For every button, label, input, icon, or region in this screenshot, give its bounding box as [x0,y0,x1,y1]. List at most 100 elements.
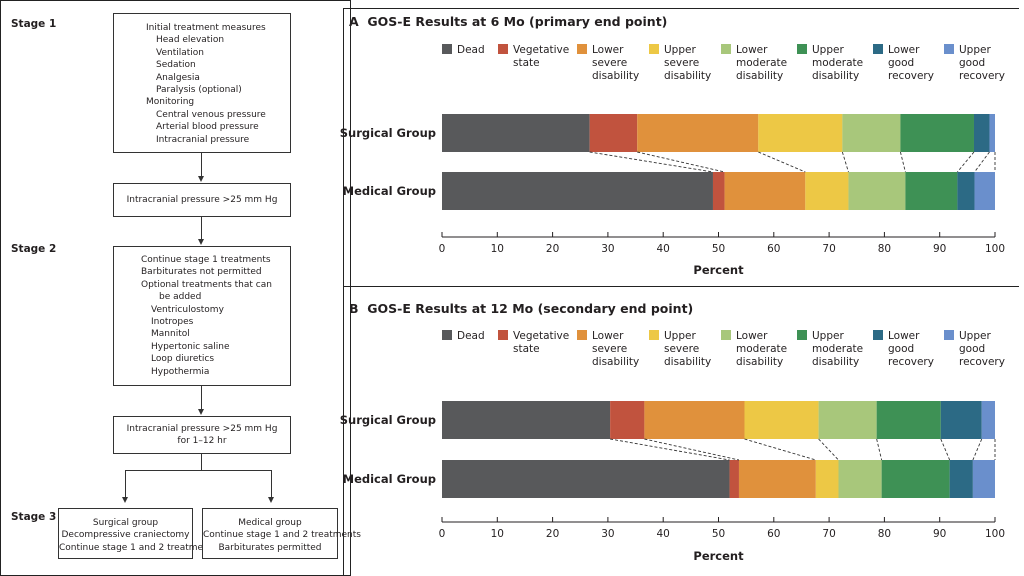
stage2-line: Continue stage 1 treatments [141,255,271,265]
arrow-head [198,176,204,182]
legend-swatch [944,44,954,54]
arrow-head [122,497,128,503]
connector-line [900,151,906,173]
legend-swatch [944,330,954,340]
bar-segment [905,172,958,210]
optional-treatment-item: Mannitol [151,329,190,340]
x-tick-label: 50 [712,528,725,540]
chart-panel-a [343,8,1019,287]
legend-label: state [513,57,540,69]
legend-label: Lower [888,44,920,56]
chart-panel-b [343,287,1019,576]
chart-a-title-text: GOS-E Results at 6 Mo (primary end point… [367,14,668,29]
x-tick-label: 40 [657,528,670,540]
legend-swatch [649,44,659,54]
category-label: Medical Group [343,472,436,486]
arrow-line [201,217,202,240]
x-tick-label: 40 [657,243,670,255]
legend-label: state [513,343,540,355]
legend-label: disability [592,356,639,368]
stage2-treatment-box: Continue stage 1 treatments Barbiturates… [113,246,291,386]
arrow-line [201,153,202,177]
arrow-line [201,454,202,470]
surgical-group-line: Decompressive craniectomy [61,530,190,541]
legend-label: Upper [959,330,991,342]
legend-label: Lower [592,330,624,342]
x-tick-label: 80 [878,243,891,255]
connector-line [841,151,849,173]
legend-label: Upper [959,44,991,56]
legend-label: Dead [457,44,485,56]
icp-duration-box: Intracranial pressure >25 mm Hg for 1–12… [113,416,291,454]
category-label: Surgical Group [340,126,436,140]
legend-label: disability [592,70,639,82]
legend-label: recovery [959,70,1005,82]
bar-segment [838,460,882,498]
x-tick-label: 100 [985,528,1005,540]
legend-swatch [721,330,731,340]
connector-line [940,438,951,461]
treatment-item: Analgesia [156,72,200,83]
bar-segment [848,172,906,210]
surgical-group-line: Continue stage 1 and 2 treatments [59,542,217,553]
legend-label: Upper [664,44,696,56]
bar-segment [644,401,745,439]
legend-label: severe [664,343,699,355]
chart-a-letter: A [349,14,359,29]
bar-segment [724,172,806,210]
connector-line [876,438,883,461]
legend-label: disability [812,356,859,368]
arrow-line [271,470,272,498]
legend-swatch [498,330,508,340]
legend-label: disability [736,356,783,368]
bar-segment [957,172,975,210]
bar-segment [940,401,982,439]
legend-swatch [577,330,587,340]
connector-line [644,438,740,461]
x-tick-label: 100 [985,243,1005,255]
connector-line [974,151,990,173]
connector-line [758,151,806,173]
bar-segment [973,114,990,152]
bar-segment [738,460,816,498]
x-axis-label: Percent [693,263,744,277]
legend-swatch [442,44,452,54]
legend-label: recovery [888,356,934,368]
surgical-group-line: Surgical group [92,518,159,528]
bar-segment [818,401,877,439]
bar-segment [729,460,739,498]
optional-treatment-item: Hypothermia [151,366,210,377]
legend-label: Vegetative [513,330,569,342]
arrow-line [201,386,202,410]
bar-segment [442,401,611,439]
legend-label: disability [736,70,783,82]
legend-swatch [577,44,587,54]
stage2-line: be added [159,292,202,303]
bar-segment [881,460,950,498]
bar-segment [981,401,995,439]
legend-label: moderate [812,57,863,69]
bar-segment [900,114,974,152]
stage1-label: Stage 1 [11,18,57,30]
legend-swatch [498,44,508,54]
bar-segment [637,114,759,152]
x-tick-label: 20 [546,528,559,540]
connector-line [744,438,816,461]
stage3-label: Stage 3 [11,511,57,523]
stage2-line: Barbiturates not permitted [141,267,262,278]
bar-segment [442,114,590,152]
initial-treatment-box: Initial treatment measures Head elevatio… [113,13,291,153]
bar-segment [744,401,819,439]
x-tick-label: 60 [767,243,780,255]
bar-segment [876,401,941,439]
legend-label: disability [664,356,711,368]
monitoring-item: Arterial blood pressure [156,122,259,133]
initial-treatment-heading: Initial treatment measures [146,23,266,33]
x-tick-label: 30 [601,243,614,255]
legend-swatch [797,330,807,340]
legend-swatch [649,330,659,340]
legend-label: Dead [457,330,485,342]
legend-label: disability [664,70,711,82]
bar-segment [610,401,645,439]
legend-label: disability [812,70,859,82]
